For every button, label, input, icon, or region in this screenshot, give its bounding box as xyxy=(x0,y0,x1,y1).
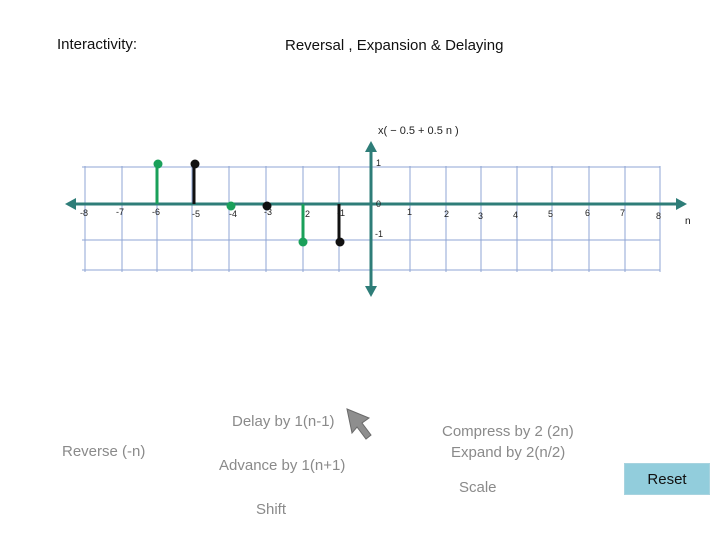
x-tick-label: 3 xyxy=(478,211,483,221)
stem-green-up[interactable] xyxy=(153,159,163,205)
x-tick-label: -3 xyxy=(264,207,272,217)
x-tick-label: -6 xyxy=(152,207,160,217)
stem-black-up[interactable] xyxy=(190,159,200,205)
reverse-button[interactable]: Reverse (-n) xyxy=(62,443,146,460)
x-tick-label: 5 xyxy=(548,209,553,219)
x-tick-label: -7 xyxy=(116,207,124,217)
y-tick-label: 0 xyxy=(376,199,381,209)
delay-button[interactable]: Delay by 1(n-1) xyxy=(232,413,335,430)
function-label: x( − 0.5 + 0.5 n ) xyxy=(378,125,459,137)
stem-green-zero[interactable] xyxy=(226,201,236,211)
scale-label: Scale xyxy=(459,479,497,496)
shift-label: Shift xyxy=(256,501,287,518)
x-tick-label: -1 xyxy=(337,208,345,218)
y-tick-label: 1 xyxy=(376,158,381,168)
y-tick-label: -1 xyxy=(375,229,383,239)
stem-black-zero[interactable] xyxy=(262,201,272,211)
x-tick-label: 8 xyxy=(656,211,661,221)
x-tick-label: 4 xyxy=(513,210,518,220)
x-tick-label: 7 xyxy=(620,208,625,218)
reset-button[interactable]: Reset xyxy=(624,463,710,495)
x-tick-label: 6 xyxy=(585,208,590,218)
y-axis xyxy=(365,141,377,297)
expand-button[interactable]: Expand by 2(n/2) xyxy=(451,444,566,461)
interactivity-label: Interactivity: xyxy=(57,36,138,53)
n-axis-label: n xyxy=(685,216,691,227)
stem-black-down[interactable] xyxy=(335,204,345,247)
page-title: Reversal , Expansion & Delaying xyxy=(285,37,504,54)
compress-button[interactable]: Compress by 2 (2n) xyxy=(442,423,574,440)
x-tick-label: 1 xyxy=(407,207,412,217)
x-tick-labels: -8 -7 -6 -5 -4 -3 -2 -1 1 2 3 4 5 6 7 8 xyxy=(80,207,661,221)
x-axis xyxy=(65,198,687,210)
advance-button[interactable]: Advance by 1(n+1) xyxy=(219,457,346,474)
x-tick-label: -5 xyxy=(192,209,200,219)
x-tick-label: -2 xyxy=(302,209,310,219)
x-tick-label: 2 xyxy=(444,209,449,219)
x-tick-label: -8 xyxy=(80,208,88,218)
cursor-arrow-icon xyxy=(346,408,372,440)
y-tick-labels: 1 0 -1 xyxy=(375,158,383,239)
stem-green-down[interactable] xyxy=(298,204,308,247)
x-tick-label: -4 xyxy=(229,209,237,219)
